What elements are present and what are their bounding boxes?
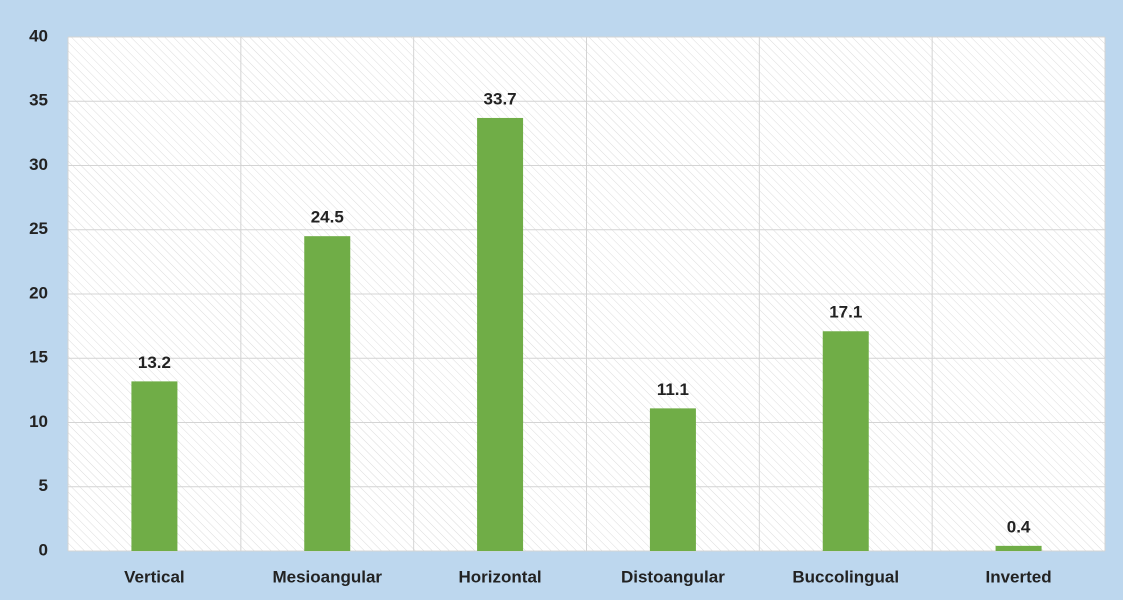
- bar: [995, 545, 1042, 551]
- y-tick-label: 30: [29, 155, 48, 174]
- y-tick-label: 25: [29, 219, 48, 238]
- y-tick-label: 15: [29, 348, 48, 367]
- x-tick-label: Distoangular: [621, 567, 725, 586]
- y-tick-label: 0: [39, 540, 48, 559]
- y-tick-label: 40: [29, 26, 48, 45]
- x-tick-label: Horizontal: [459, 567, 542, 586]
- x-tick-label: Mesioangular: [272, 567, 382, 586]
- x-tick-label: Buccolingual: [792, 567, 899, 586]
- y-tick-label: 35: [29, 91, 48, 110]
- bar: [649, 408, 696, 551]
- x-tick-label: Vertical: [124, 567, 185, 586]
- bar: [304, 236, 351, 552]
- bar: [822, 331, 869, 551]
- y-tick-label: 20: [29, 283, 48, 302]
- bar: [131, 381, 178, 551]
- data-label: 13.2: [138, 353, 171, 372]
- y-tick-label: 10: [29, 412, 48, 431]
- data-label: 11.1: [657, 380, 689, 399]
- bar: [477, 117, 524, 551]
- data-label: 17.1: [829, 303, 862, 322]
- data-label: 24.5: [311, 208, 344, 227]
- data-label: 33.7: [484, 89, 517, 108]
- x-tick-label: Inverted: [986, 567, 1052, 586]
- y-tick-label: 5: [39, 476, 48, 495]
- data-label: 0.4: [1007, 517, 1031, 536]
